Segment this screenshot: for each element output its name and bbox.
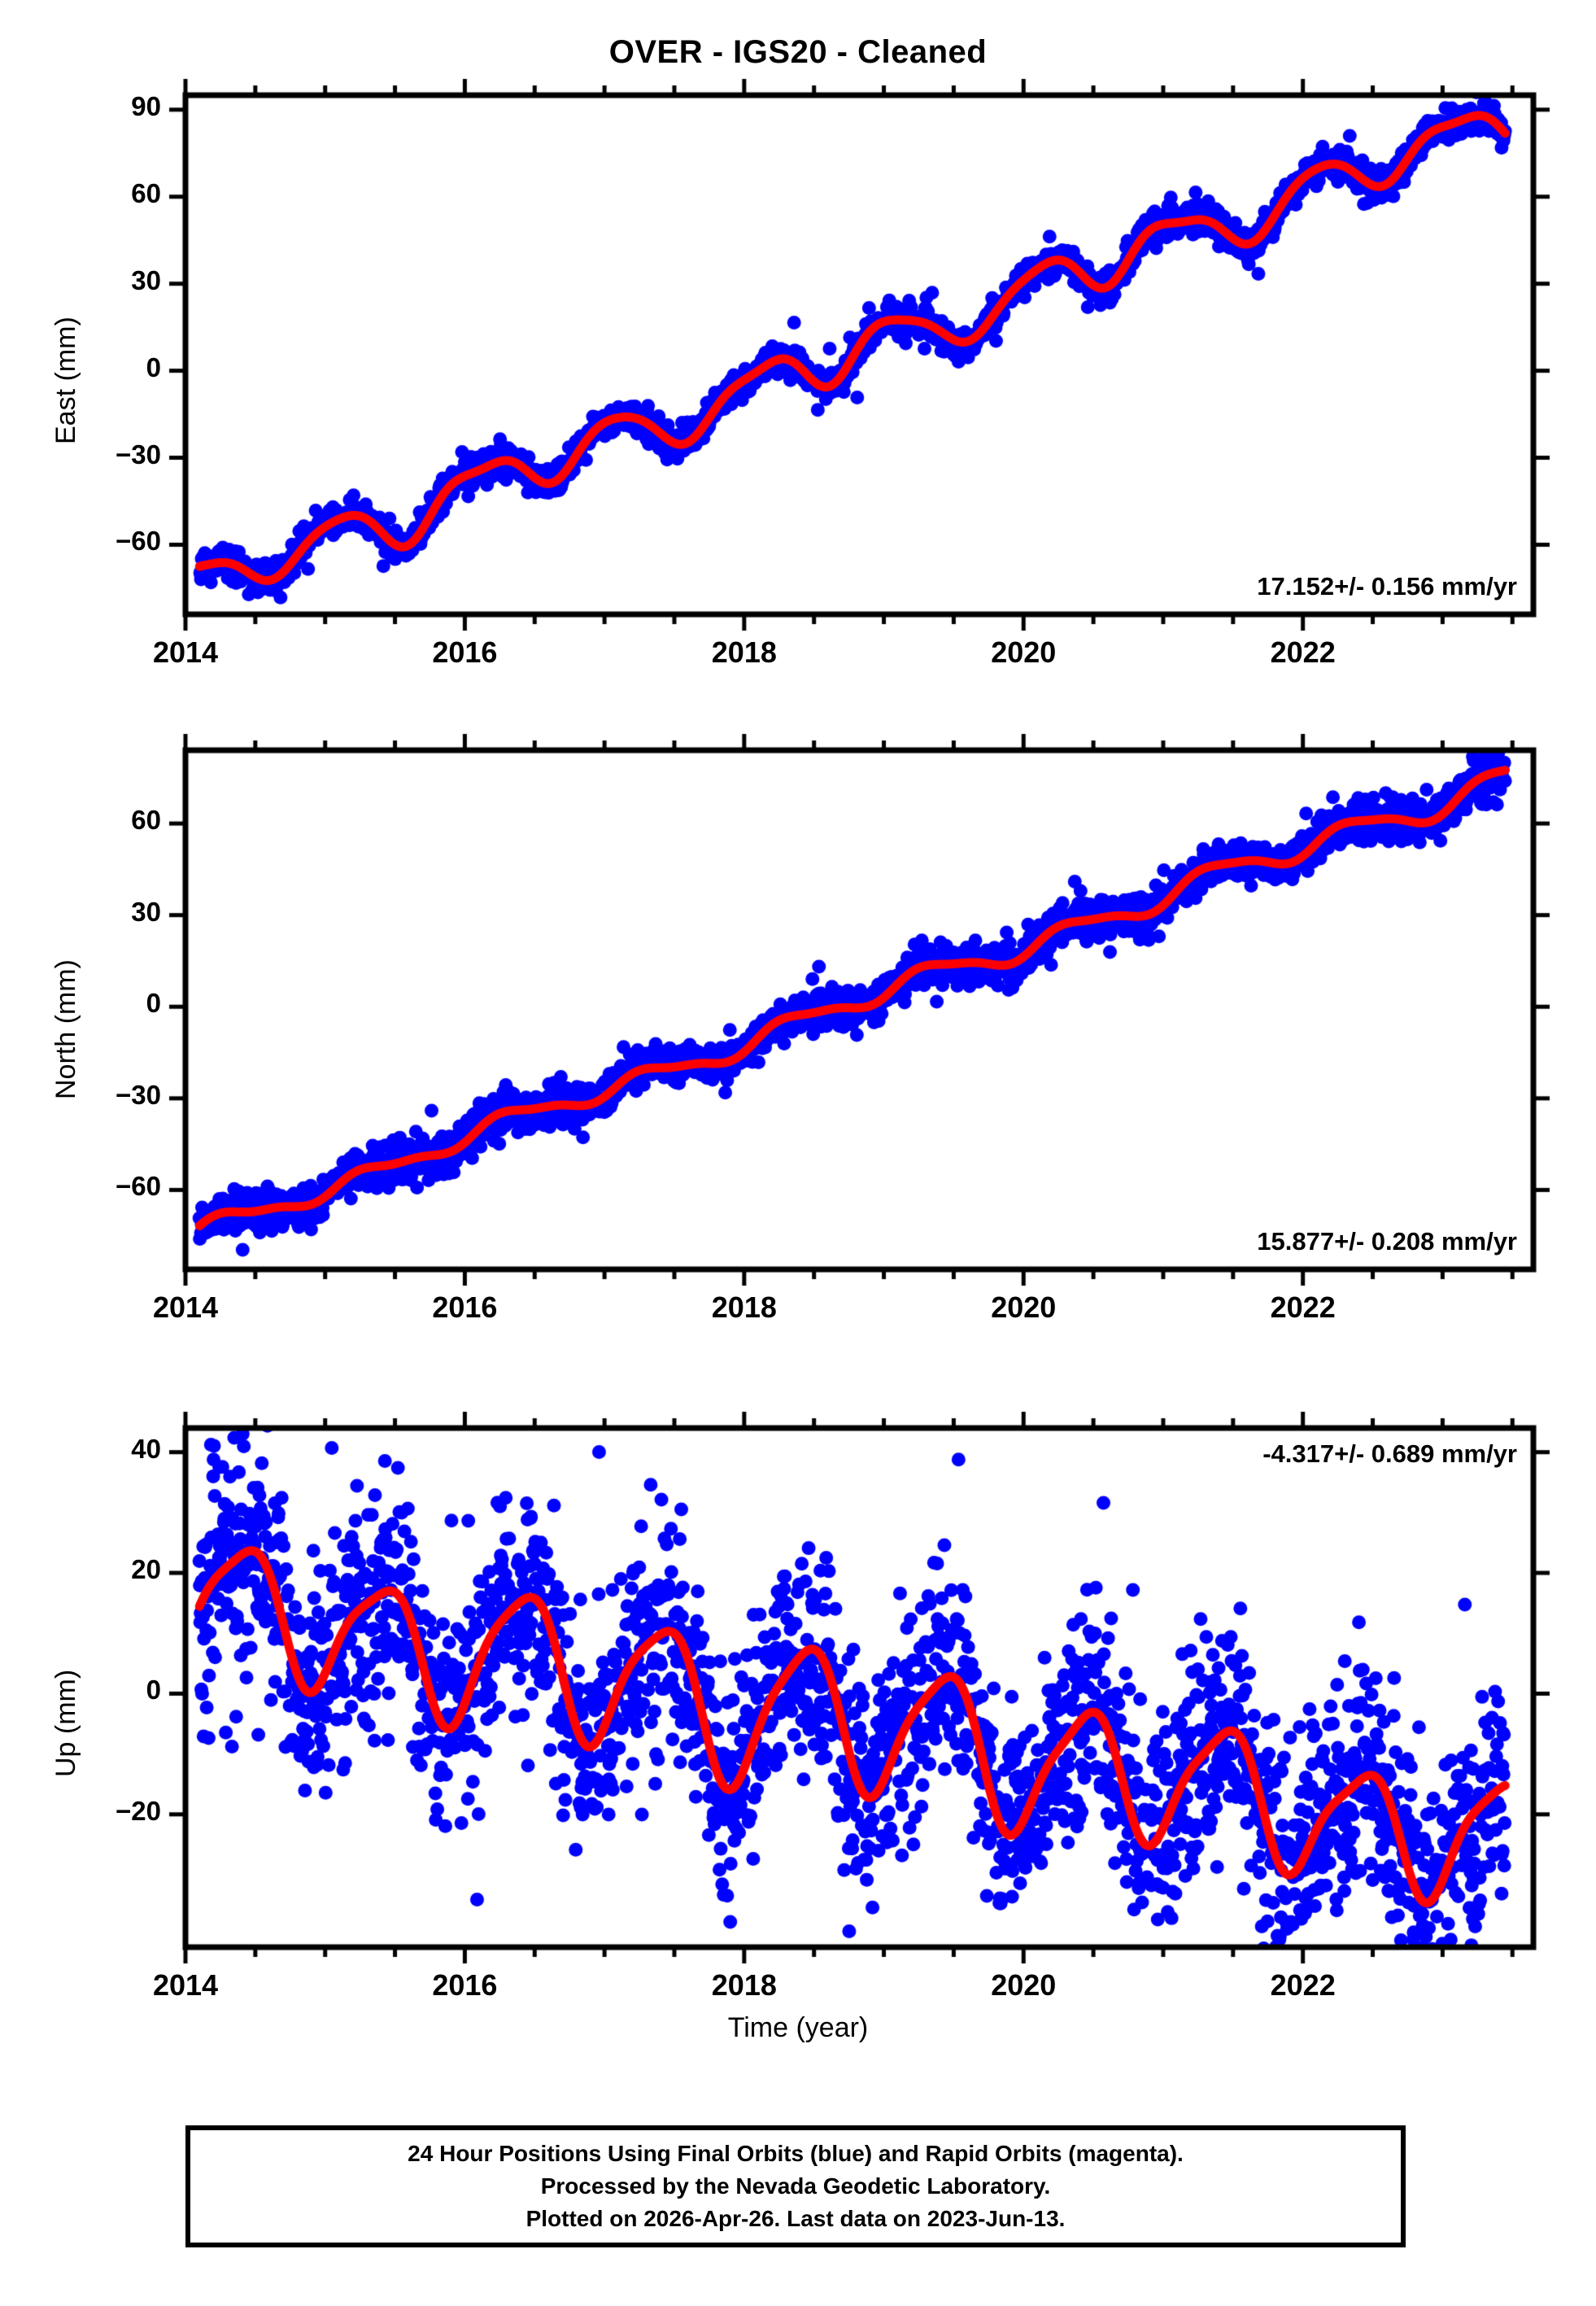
east-ytick--60: −60 bbox=[116, 526, 161, 557]
east-xtick-2020: 2020 bbox=[991, 635, 1057, 669]
up-rate-label: -4.317+/- 0.689 mm/yr bbox=[1262, 1439, 1517, 1468]
east-ytick--30: −30 bbox=[116, 439, 161, 469]
north-xtick-2022: 2022 bbox=[1270, 1291, 1336, 1324]
up-xtick-2016: 2016 bbox=[432, 1968, 498, 2002]
up-xtick-2014: 2014 bbox=[152, 1968, 219, 2002]
up-ytick-20: 20 bbox=[131, 1554, 161, 1585]
north-ytick-30: 30 bbox=[131, 896, 161, 927]
east-ytick-60: 60 bbox=[131, 177, 161, 208]
east-xtick-2014: 2014 bbox=[152, 635, 219, 669]
north-xtick-2020: 2020 bbox=[991, 1291, 1057, 1324]
north-rate-label: 15.877+/- 0.208 mm/yr bbox=[1257, 1227, 1517, 1256]
north-xtick-2014: 2014 bbox=[152, 1291, 219, 1324]
up-xtick-2022: 2022 bbox=[1270, 1968, 1336, 2002]
up-ytick--20: −20 bbox=[116, 1795, 161, 1826]
north-ytick-60: 60 bbox=[131, 805, 161, 836]
up-xtick-2018: 2018 bbox=[711, 1968, 777, 2002]
north-xtick-2016: 2016 bbox=[432, 1291, 498, 1324]
up-xtick-2020: 2020 bbox=[991, 1968, 1057, 2002]
x-axis-title: Time (year) bbox=[727, 2012, 869, 2043]
footer-line-2: Processed by the Nevada Geodetic Laborat… bbox=[540, 2173, 1051, 2199]
east-xtick-2016: 2016 bbox=[432, 635, 498, 669]
up-ytick-0: 0 bbox=[146, 1675, 161, 1705]
east-ytick-30: 30 bbox=[131, 264, 161, 295]
north-axis-title: North (mm) bbox=[50, 959, 81, 1099]
footer-note-box: 24 Hour Positions Using Final Orbits (bl… bbox=[185, 2125, 1406, 2247]
page-title: OVER - IGS20 - Cleaned bbox=[608, 34, 988, 70]
east-xtick-2022: 2022 bbox=[1270, 635, 1336, 669]
east-rate-label: 17.152+/- 0.156 mm/yr bbox=[1257, 572, 1517, 601]
footer-line-1: 24 Hour Positions Using Final Orbits (bl… bbox=[408, 2141, 1184, 2166]
east-ytick-0: 0 bbox=[146, 352, 161, 382]
east-ytick-90: 90 bbox=[131, 90, 161, 121]
footer-line-3: Plotted on 2026-Apr-26. Last data on 202… bbox=[525, 2206, 1066, 2231]
north-xtick-2018: 2018 bbox=[711, 1291, 777, 1324]
north-ytick-0: 0 bbox=[146, 988, 161, 1019]
east-xtick-2018: 2018 bbox=[711, 635, 777, 669]
north-ytick--30: −30 bbox=[116, 1079, 161, 1110]
up-ytick-40: 40 bbox=[131, 1433, 161, 1464]
north-ytick--60: −60 bbox=[116, 1171, 161, 1202]
